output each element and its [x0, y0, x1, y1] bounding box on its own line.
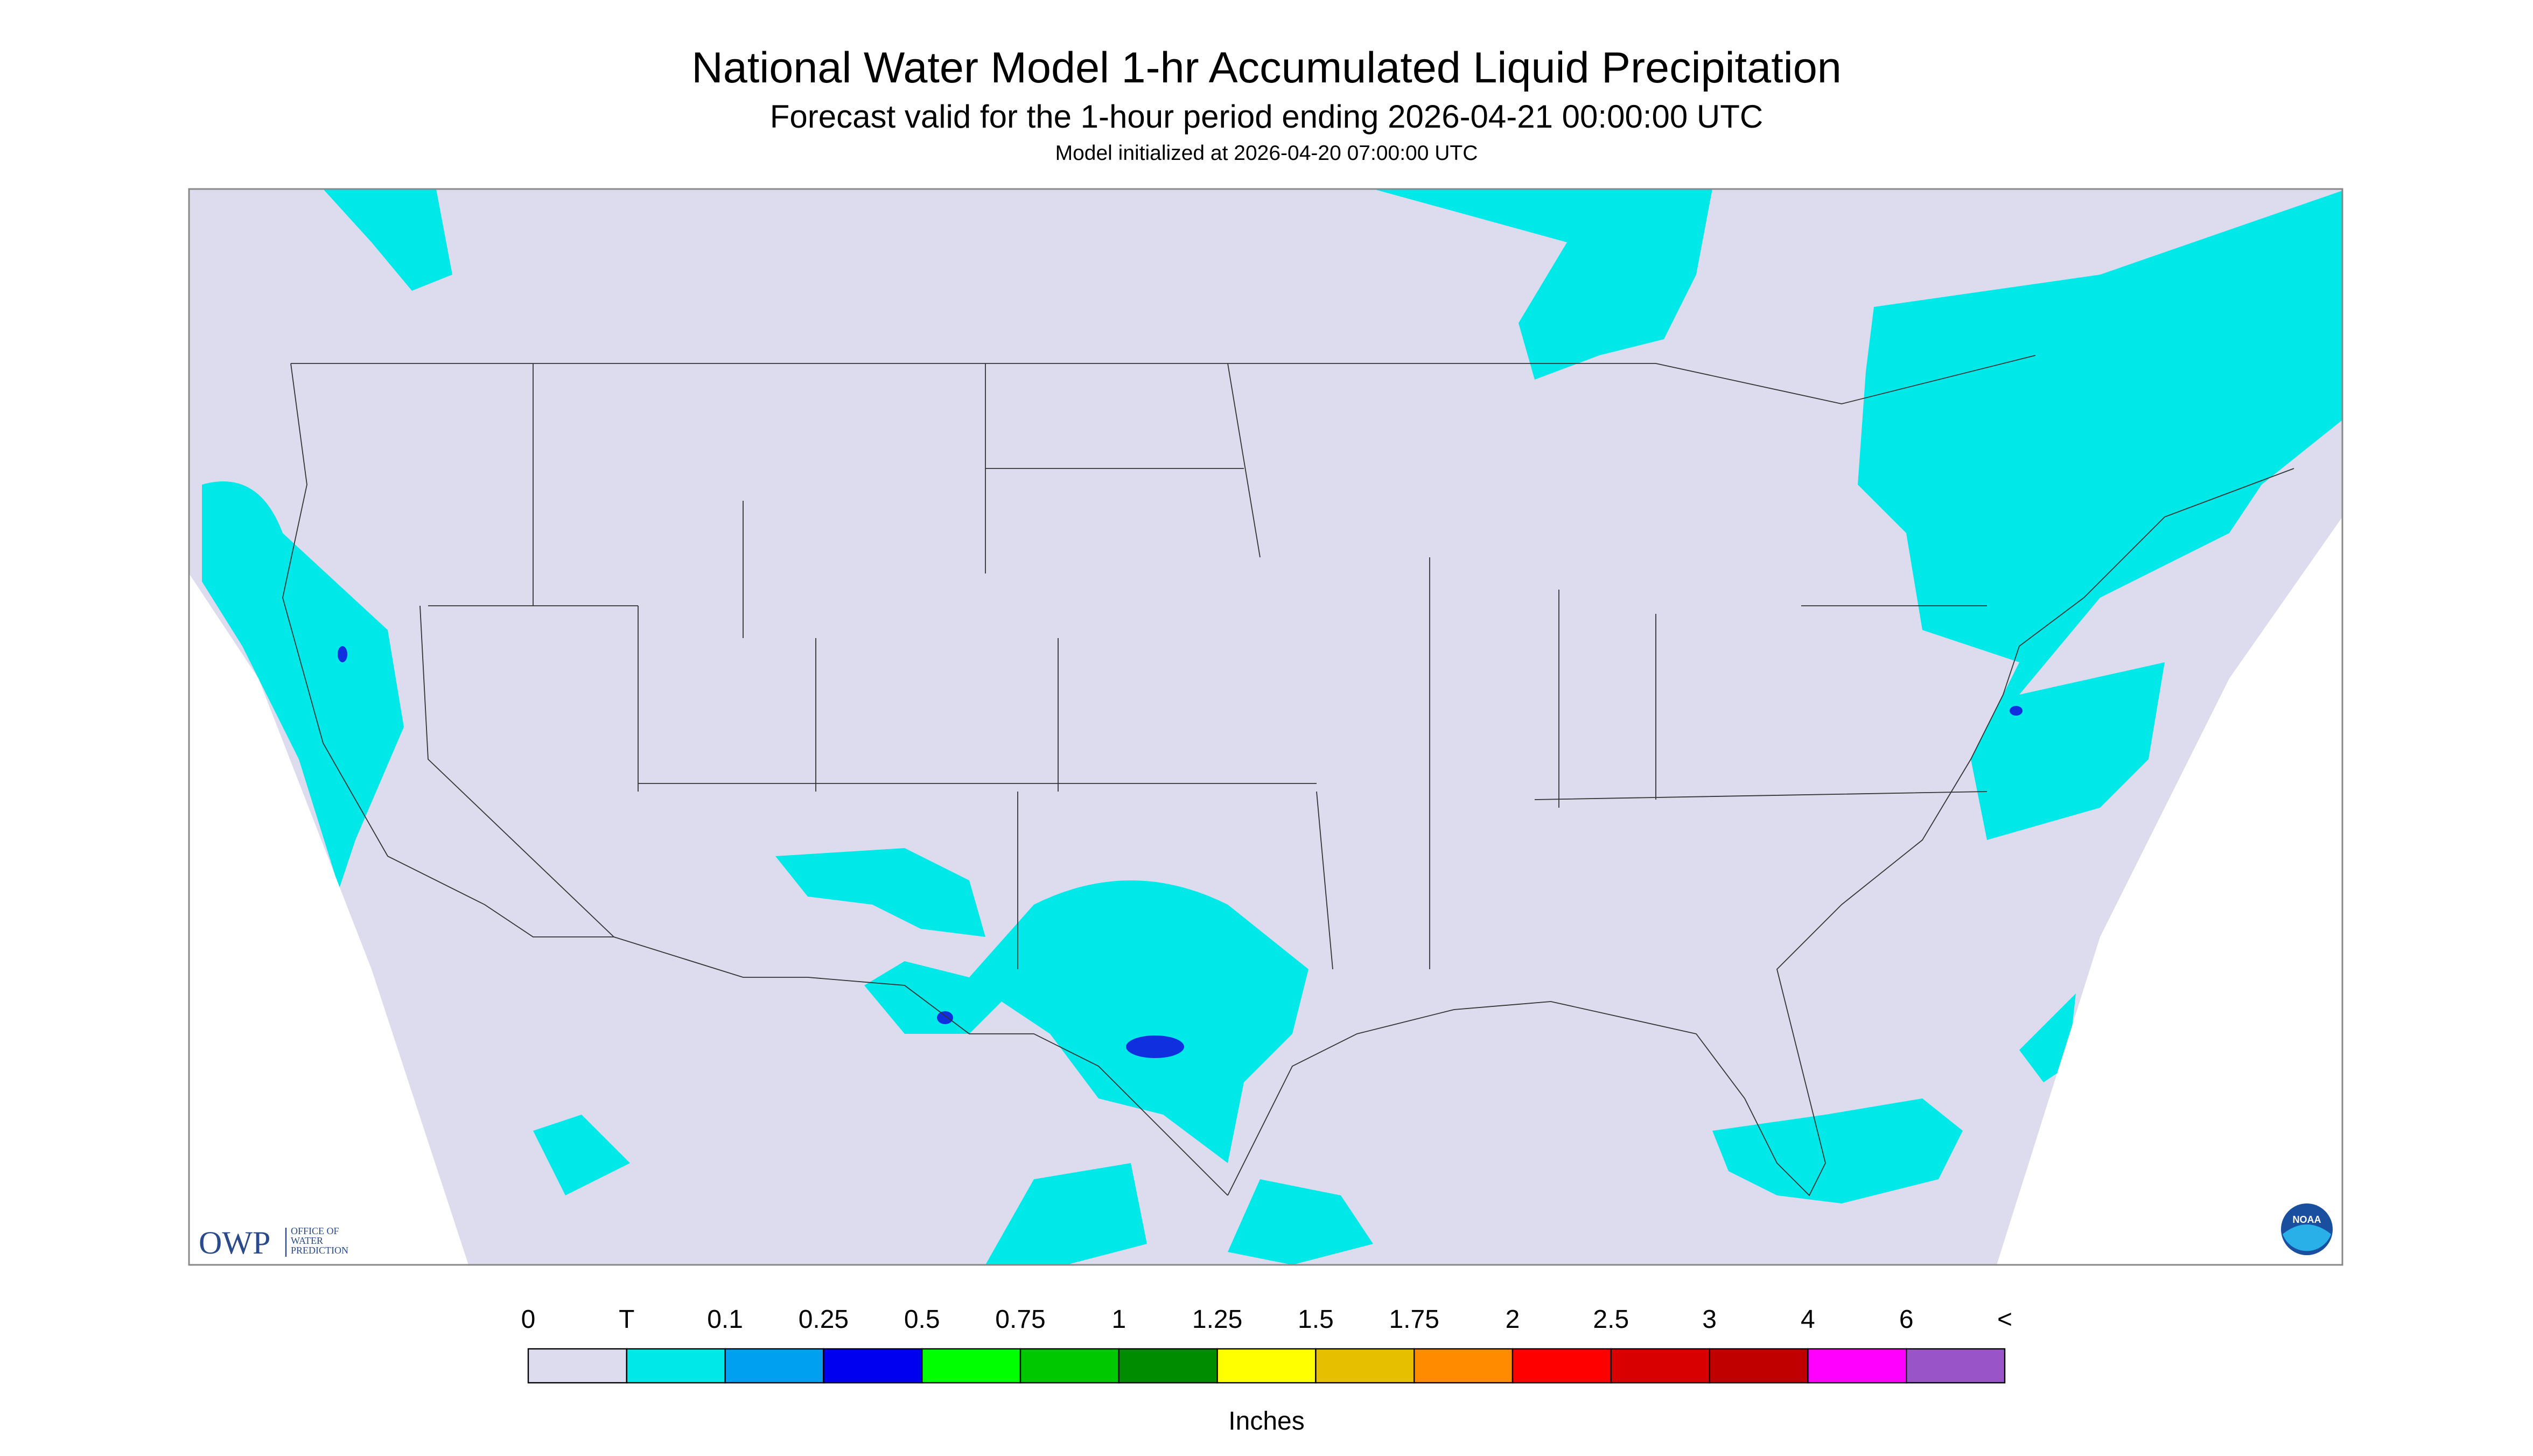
legend-swatch	[1905, 1348, 2006, 1384]
outside-domain	[189, 573, 468, 1265]
legend-label: 0.75	[995, 1305, 1045, 1334]
legend-swatch	[1216, 1348, 1317, 1384]
subtitle: Forecast valid for the 1-hour period end…	[770, 99, 1763, 135]
legend-swatch	[724, 1348, 824, 1384]
legend-swatch	[626, 1348, 726, 1384]
legend-swatch	[1315, 1348, 1415, 1384]
legend-label: 0.5	[904, 1305, 940, 1334]
legend-label: 1.5	[1298, 1305, 1334, 1334]
legend-swatch	[823, 1348, 923, 1384]
legend-swatch	[1512, 1348, 1612, 1384]
legend-swatch	[1118, 1348, 1218, 1384]
legend-swatch	[1019, 1348, 1120, 1384]
legend-label: <	[1997, 1305, 2012, 1334]
owp-line: PREDICTION	[291, 1245, 348, 1256]
heavy-precip	[338, 646, 2023, 1059]
map-frame	[188, 188, 2343, 1266]
noaa-text: NOAA	[2293, 1214, 2321, 1225]
legend: Inches 0 T 0.1 0.25 0.5 0.75 1 1.25 1.5 1.75 2 2.5 3…	[521, 1305, 2012, 1436]
owp-logo: OWP OFFICE OF WATER PREDICTION	[199, 1225, 348, 1261]
owp-line: WATER	[291, 1235, 323, 1246]
title: National Water Model 1-hr Accumulated Li…	[691, 44, 1842, 92]
init-time: Model initialized at 2026-04-20 07:00:00…	[1055, 142, 1478, 165]
legend-label: T	[619, 1305, 634, 1334]
legend-swatch	[1709, 1348, 1809, 1384]
map: OWP OFFICE OF WATER PREDICTION NOAA	[188, 188, 2343, 1266]
legend-label: 3	[1702, 1305, 1717, 1334]
legend-swatch	[1807, 1348, 1907, 1384]
legend-label: 1	[1111, 1305, 1126, 1334]
legend-label: 1.75	[1389, 1305, 1439, 1334]
borders	[282, 355, 2294, 1196]
legend-unit: Inches	[1228, 1407, 1304, 1436]
owp-text: OWP	[199, 1225, 270, 1261]
outside-domain	[1997, 517, 2342, 1265]
owp-line: OFFICE OF	[291, 1226, 339, 1236]
legend-swatch	[921, 1348, 1021, 1384]
legend-label: 2	[1506, 1305, 1520, 1334]
legend-label: 0	[521, 1305, 536, 1334]
legend-label: 2.5	[1593, 1305, 1629, 1334]
legend-label: 4	[1801, 1305, 1815, 1334]
legend-swatch	[1414, 1348, 1514, 1384]
legend-label: 0.1	[707, 1305, 743, 1334]
legend-swatch	[527, 1348, 628, 1384]
legend-label: 1.25	[1192, 1305, 1242, 1334]
legend-swatch	[1610, 1348, 1710, 1384]
legend-label: 6	[1899, 1305, 1914, 1334]
noaa-logo: NOAA	[2281, 1203, 2333, 1256]
legend-label: 0.25	[799, 1305, 849, 1334]
